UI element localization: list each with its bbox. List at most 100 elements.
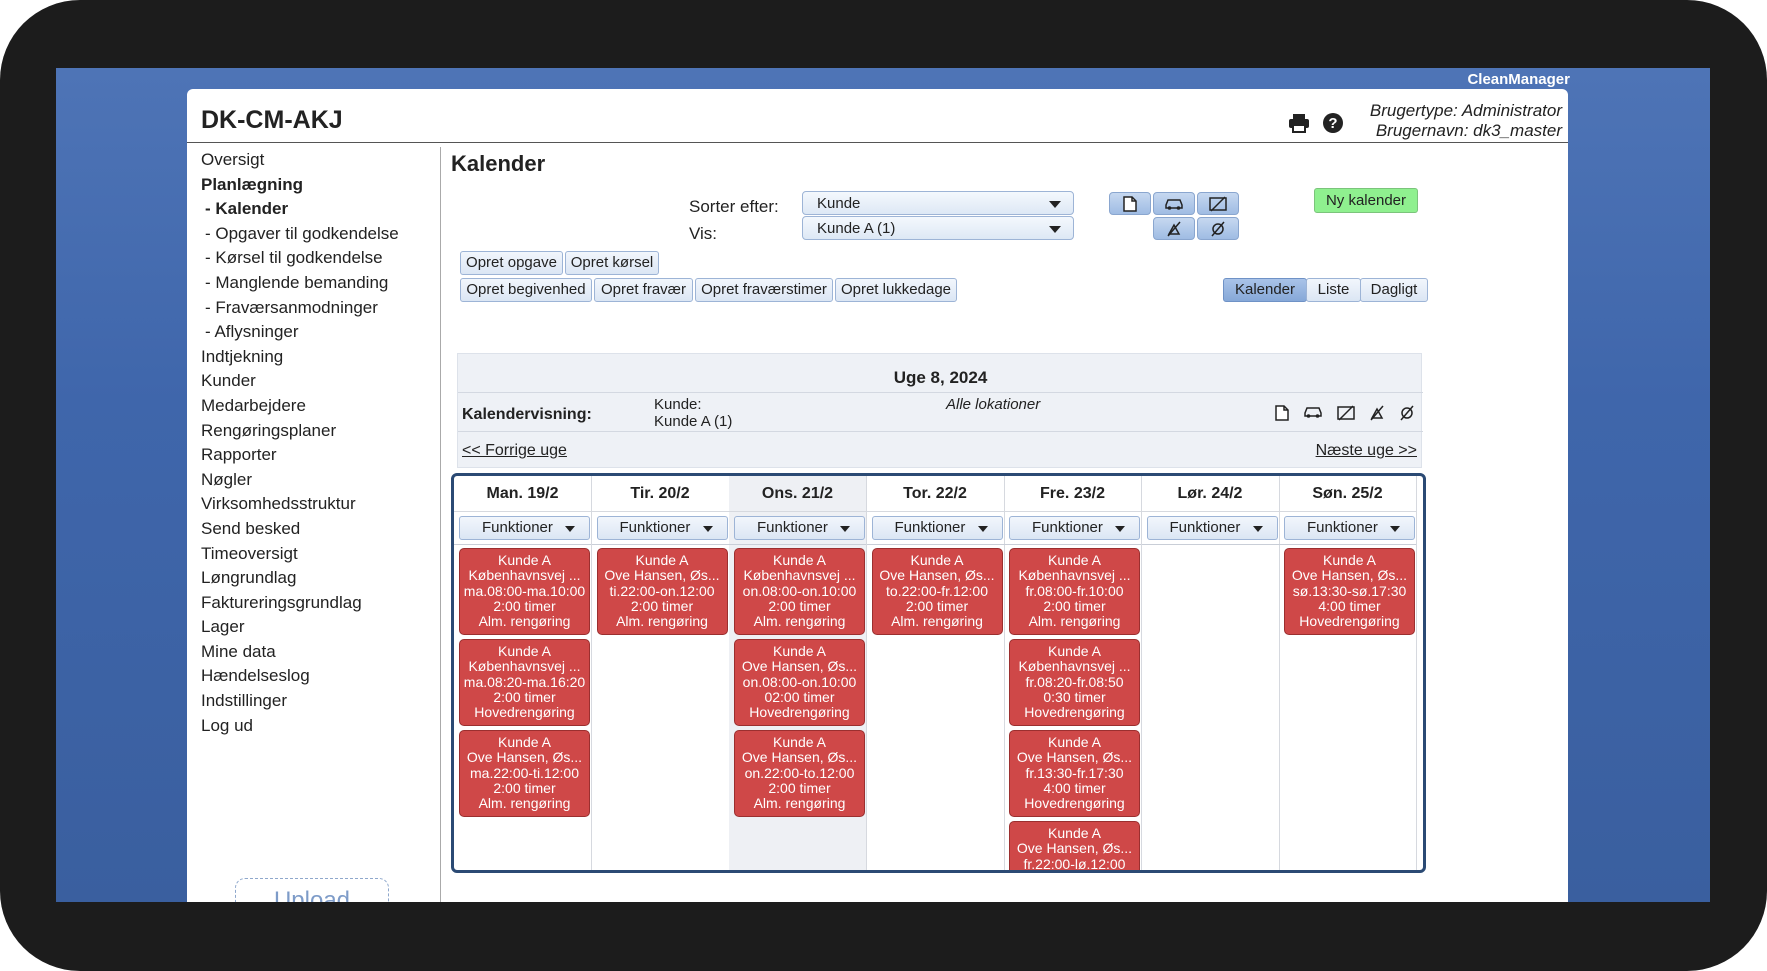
calendar-event[interactable]: Kunde A Ove Hansen, Øs... on.08:00-on.10:0… xyxy=(734,639,865,726)
sidebar-item-fravaersanmodninger[interactable]: - Fraværsanmodninger xyxy=(205,297,378,317)
event-line: Alm. rengøring xyxy=(478,614,571,630)
sidebar-item-indtjekning[interactable]: Indtjekning xyxy=(201,346,284,366)
calendar-event[interactable]: Kunde A Københavnsvej ... fr.08:00-fr.10:0… xyxy=(1009,548,1140,635)
functions-label: Funktioner xyxy=(619,519,691,536)
event-line: ma.22:00-ti.12:00 xyxy=(470,765,579,781)
create-absence-button[interactable]: Opret fravær xyxy=(594,278,693,302)
sidebar-item-longrundlag[interactable]: Løngrundlag xyxy=(201,568,297,588)
calendar-off-icon xyxy=(1337,405,1355,421)
sort-select[interactable]: Kunde xyxy=(802,191,1074,215)
sidebar-item-indstillinger[interactable]: Indstillinger xyxy=(201,691,287,711)
sidebar-item-lager[interactable]: Lager xyxy=(201,617,245,637)
calendar-event[interactable]: Kunde A Ove Hansen, Øs... to.22:00-fr.12:0… xyxy=(871,548,1003,635)
event-line: fr.08:20-fr.08:50 xyxy=(1025,674,1124,690)
sidebar-item-mine-data[interactable]: Mine data xyxy=(201,641,276,661)
sidebar-item-virksomhedsstruktur[interactable]: Virksomhedsstruktur xyxy=(201,494,356,514)
absence-hours-filter-button[interactable] xyxy=(1197,217,1239,240)
create-event-button[interactable]: Opret begivenhed xyxy=(460,278,592,302)
event-line: Ove Hansen, Øs... xyxy=(1291,568,1408,584)
divider xyxy=(1004,544,1141,545)
event-line: Alm. rengøring xyxy=(478,796,571,812)
sidebar-item-nogler[interactable]: Nøgler xyxy=(201,469,253,489)
sidebar-item-log-ud[interactable]: Log ud xyxy=(201,715,253,735)
new-calendar-button[interactable]: Ny kalender xyxy=(1314,188,1418,213)
event-line: 2:00 timer xyxy=(1010,872,1139,873)
create-absence-hours-button[interactable]: Opret fraværstimer xyxy=(695,278,833,302)
document-icon xyxy=(1275,405,1289,421)
event-line: 4:00 timer xyxy=(1318,598,1381,614)
event-line: Ove Hansen, Øs... xyxy=(879,568,995,584)
calendar-event[interactable]: Kunde A Københavnsvej ... on.08:00-on.10:0… xyxy=(734,548,865,635)
tab-dagligt[interactable]: Dagligt xyxy=(1360,278,1428,302)
sidebar-item-timeoversigt[interactable]: Timeoversigt xyxy=(201,543,298,563)
sidebar-item-kalender[interactable]: - Kalender xyxy=(205,199,289,219)
sidebar-item-rengoringsplaner[interactable]: Rengøringsplaner xyxy=(201,420,337,440)
chevron-down-icon xyxy=(1390,526,1400,532)
event-line: Kunde A xyxy=(910,553,964,568)
calendar-event[interactable]: Kunde A Københavnsvej ... fr.08:20-fr.08:5… xyxy=(1009,639,1140,726)
sidebar-item-rapporter[interactable]: Rapporter xyxy=(201,445,277,465)
functions-dropdown[interactable]: Funktioner xyxy=(1146,516,1278,540)
calendar-event[interactable]: Kunde A Ove Hansen, Øs... sø.13:30-sø.17:3… xyxy=(1284,548,1415,635)
previous-week-link[interactable]: << Forrige uge xyxy=(462,442,567,459)
calendar-event[interactable]: Kunde A Ove Hansen, Øs... fr.22:00-lø.12:0… xyxy=(1009,821,1140,873)
printer-icon[interactable] xyxy=(1287,111,1311,135)
tab-liste[interactable]: Liste xyxy=(1306,278,1361,302)
event-line: Hovedrengøring xyxy=(474,705,575,721)
sidebar-item-planlaegning[interactable]: Planlægning xyxy=(201,174,303,194)
event-line: Kunde A xyxy=(635,553,689,568)
functions-dropdown[interactable]: Funktioner xyxy=(1284,516,1415,540)
task-filter-button[interactable] xyxy=(1109,192,1151,215)
day-column: Lør. 24/2 Funktioner xyxy=(1141,476,1280,870)
create-task-button[interactable]: Opret opgave xyxy=(460,251,563,275)
sidebar-item-haendelseslog[interactable]: Hændelseslog xyxy=(201,666,310,686)
sidebar-item-send-besked[interactable]: Send besked xyxy=(201,518,301,538)
event-line: Ove Hansen, Øs... xyxy=(741,750,858,766)
event-line: on.22:00-to.12:00 xyxy=(744,765,855,781)
functions-dropdown[interactable]: Funktioner xyxy=(459,516,590,540)
create-driving-button[interactable]: Opret kørsel xyxy=(565,251,659,275)
functions-dropdown[interactable]: Funktioner xyxy=(596,516,728,540)
sidebar-item-oversigt[interactable]: Oversigt xyxy=(201,150,265,169)
create-closed-days-button[interactable]: Opret lukkedage xyxy=(835,278,957,302)
upload-button[interactable]: Upload xyxy=(235,878,389,902)
app-window: DK-CM-AKJ ? Brugertype: Administrator Br… xyxy=(187,89,1568,902)
sidebar-item-opgaver-til-godkendelse[interactable]: - Opgaver til godkendelse xyxy=(205,223,399,243)
day-column: Tor. 22/2 Funktioner Kunde A Ove Hansen, Øs… xyxy=(866,476,1005,870)
day-header: Lør. 24/2 xyxy=(1141,476,1279,512)
vis-select[interactable]: Kunde A (1) xyxy=(802,216,1074,240)
divider xyxy=(866,544,1004,545)
chevron-down-icon xyxy=(977,526,988,532)
day-header: Tor. 22/2 xyxy=(866,476,1004,512)
tab-kalender[interactable]: Kalender xyxy=(1223,278,1307,302)
driving-filter-button[interactable] xyxy=(1153,192,1195,215)
functions-dropdown[interactable]: Funktioner xyxy=(734,516,865,540)
calendar-event[interactable]: Kunde A Ove Hansen, Øs... ti.22:00-on.12:0… xyxy=(596,548,728,635)
calendar-event[interactable]: Kunde A Københavnsvej ... ma.08:20-ma.16:2… xyxy=(459,639,590,726)
event-line: Kunde A xyxy=(1323,553,1376,568)
sidebar-item-aflysninger[interactable]: - Aflysninger xyxy=(205,322,299,342)
help-icon[interactable]: ? xyxy=(1321,111,1345,135)
functions-dropdown[interactable]: Funktioner xyxy=(871,516,1003,540)
week-title: Uge 8, 2024 xyxy=(893,368,988,387)
calendar-event[interactable]: Kunde A Ove Hansen, Øs... on.22:00-to.12:0… xyxy=(734,730,865,817)
sidebar-item-manglende-bemanding[interactable]: - Manglende bemanding xyxy=(205,272,389,292)
functions-dropdown[interactable]: Funktioner xyxy=(1009,516,1140,540)
sidebar-item-medarbejdere[interactable]: Medarbejdere xyxy=(201,395,306,415)
calendar-event[interactable]: Kunde A Ove Hansen, Øs... fr.13:30-fr.17:3… xyxy=(1009,730,1140,817)
divider xyxy=(458,392,1423,393)
sidebar-item-korsel-til-godkendelse[interactable]: - Kørsel til godkendelse xyxy=(205,248,383,268)
event-line: Københavnsvej ... xyxy=(743,568,856,584)
event-line: Københavnsvej ... xyxy=(468,659,581,675)
calendar-event[interactable]: Kunde A Københavnsvej ... ma.08:00-ma.10:0… xyxy=(459,548,590,635)
vis-select-value: Kunde A (1) xyxy=(817,220,896,237)
next-week-link[interactable]: Næste uge >> xyxy=(1315,442,1417,459)
event-line: Ove Hansen, Øs... xyxy=(1016,750,1133,766)
event-line: Hovedrengøring xyxy=(749,705,850,721)
closed-days-filter-button[interactable] xyxy=(1197,192,1239,215)
calendar-event[interactable]: Kunde A Ove Hansen, Øs... ma.22:00-ti.12:0… xyxy=(459,730,590,817)
sidebar-item-kunder[interactable]: Kunder xyxy=(201,371,256,391)
absence-filter-button[interactable] xyxy=(1153,217,1195,240)
functions-label: Funktioner xyxy=(894,519,966,536)
sidebar-item-faktureringsgrundlag[interactable]: Faktureringsgrundlag xyxy=(201,592,362,612)
